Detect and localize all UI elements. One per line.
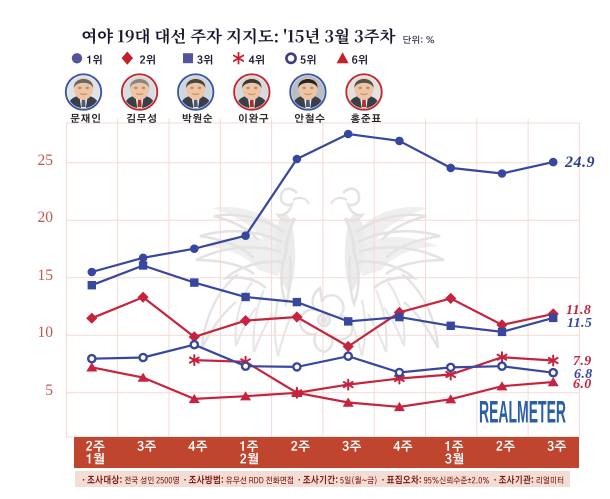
svg-text:REALMETER: REALMETER — [479, 394, 566, 430]
